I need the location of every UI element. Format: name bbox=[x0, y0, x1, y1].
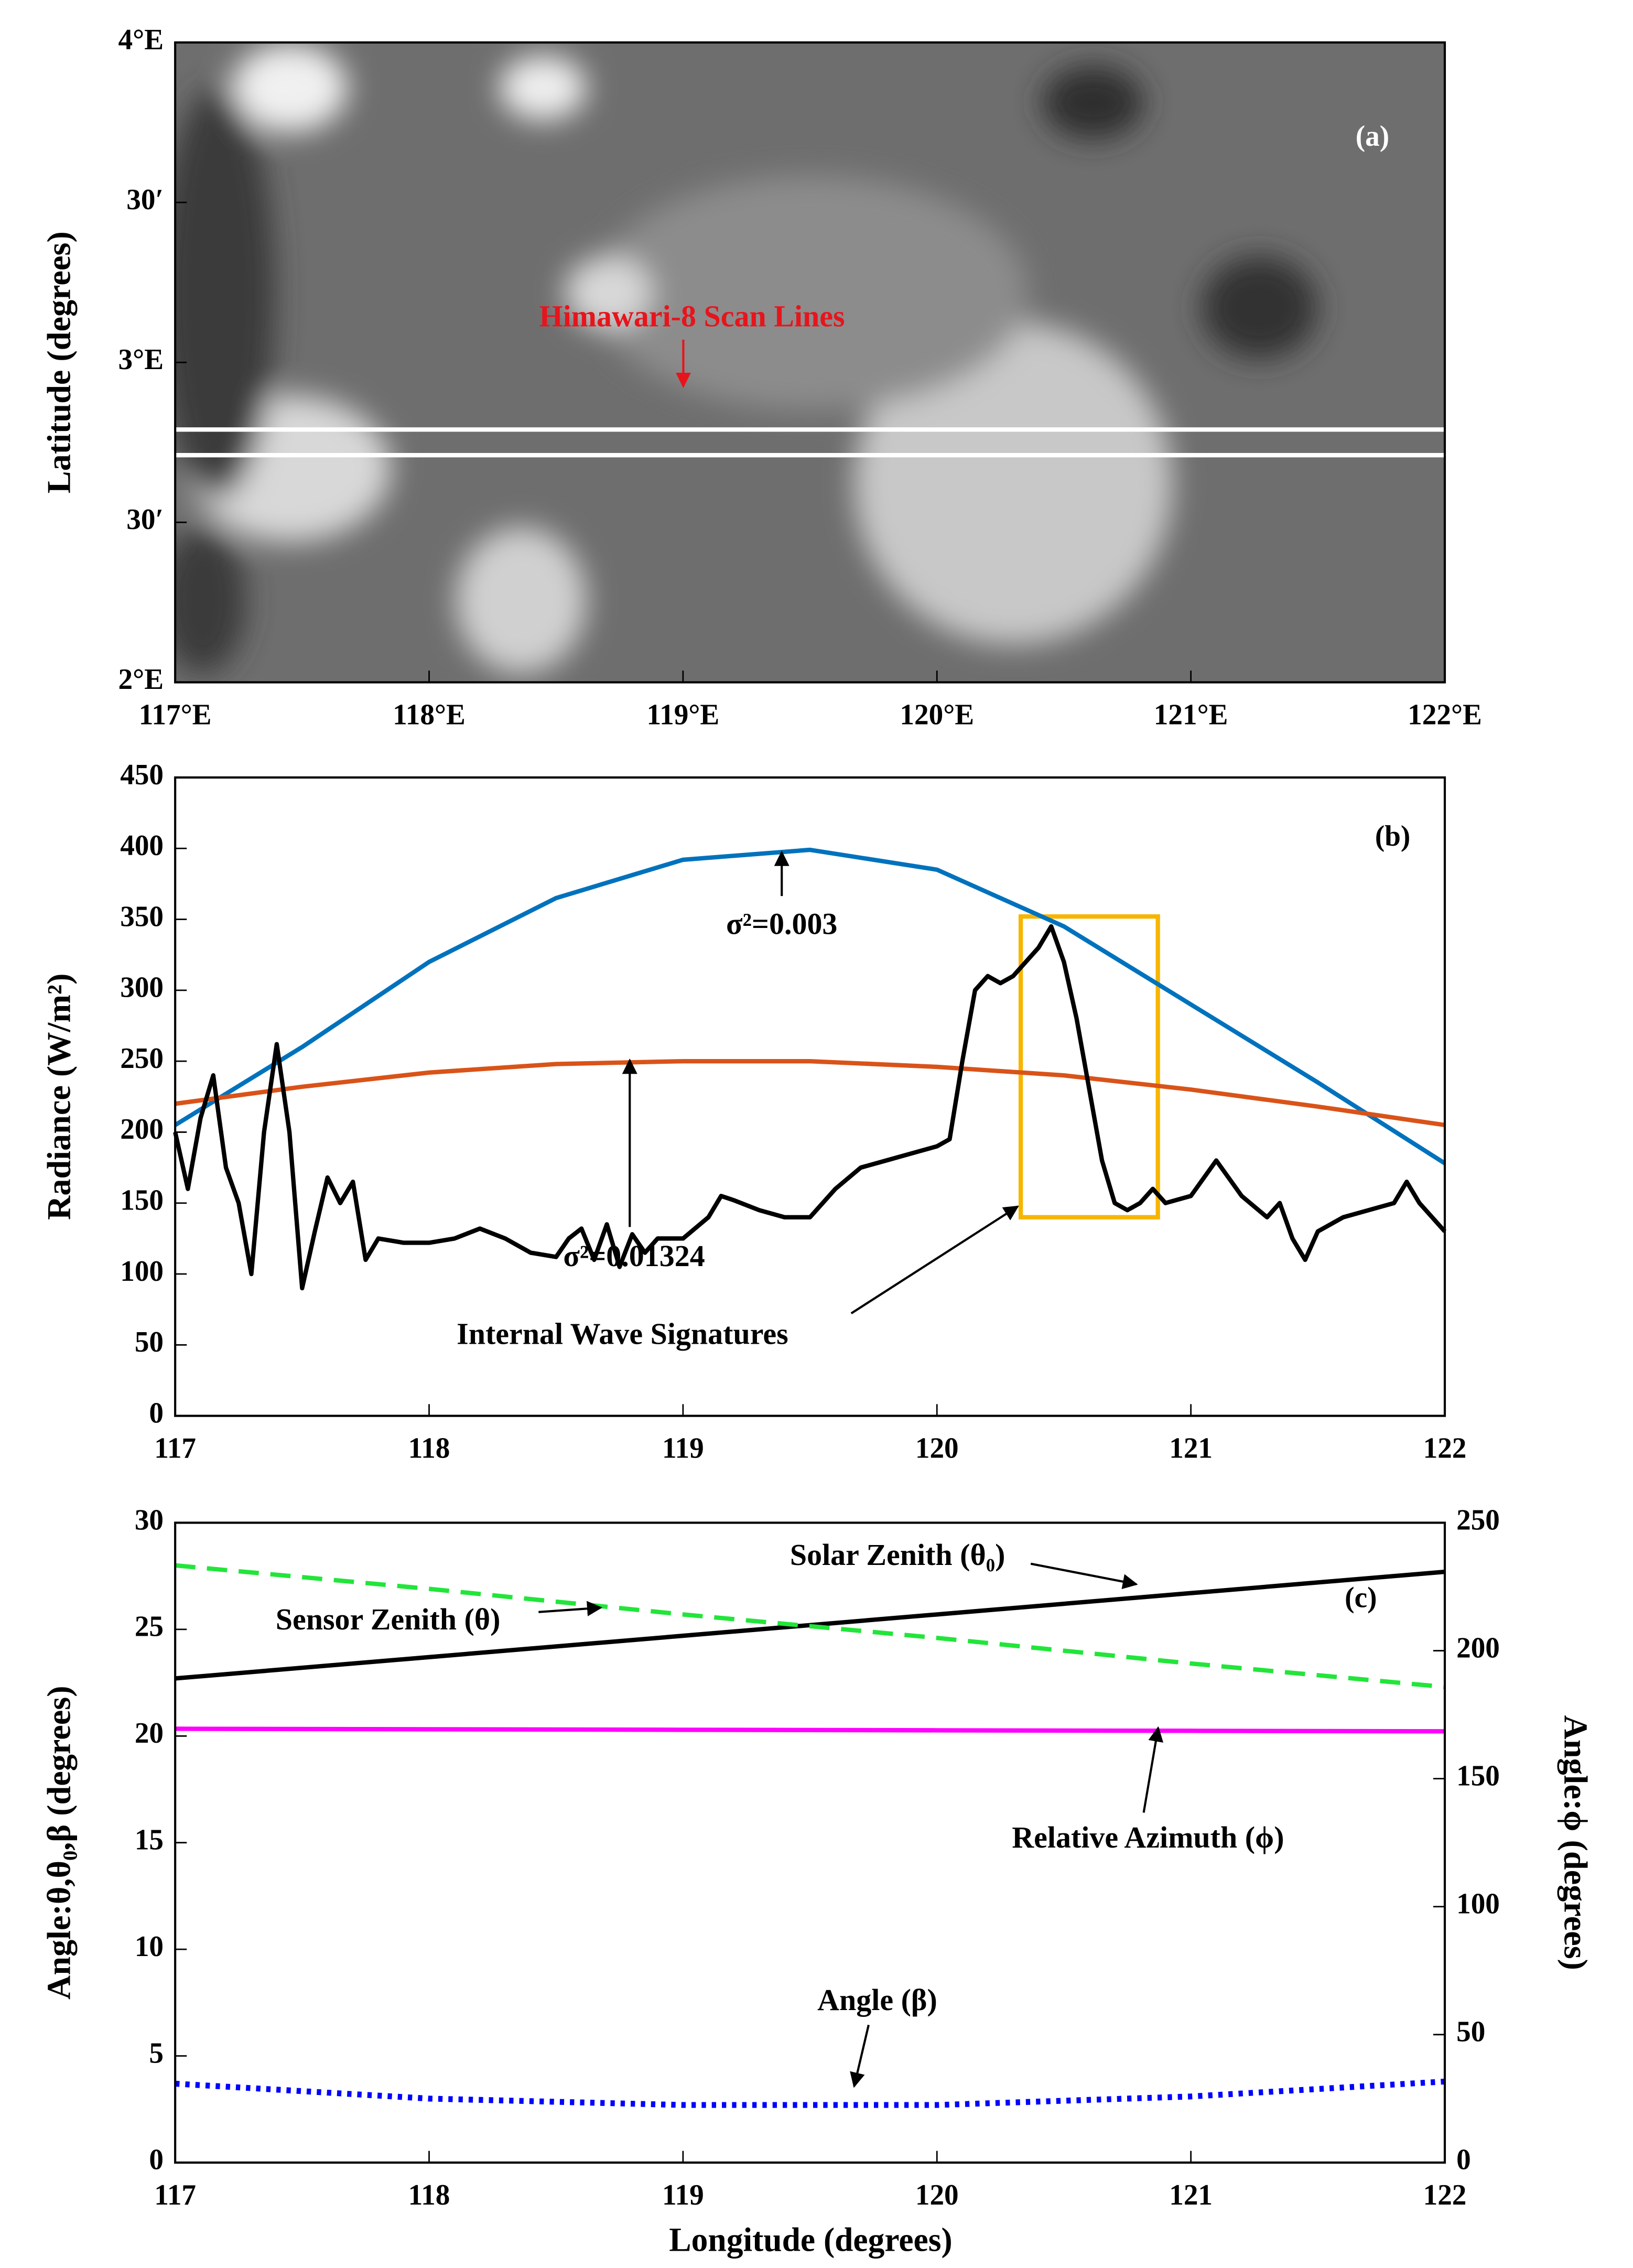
annotation-arrow bbox=[1142, 1726, 1164, 1813]
x-tick-label: 118°E bbox=[393, 699, 466, 731]
x-tick-label: 121 bbox=[1169, 1432, 1213, 1464]
x-tick-label: 122 bbox=[1423, 2179, 1467, 2211]
series-line bbox=[175, 2078, 1445, 2108]
y-tick-label: 350 bbox=[120, 901, 164, 933]
annotation: Himawari-8 Scan Lines bbox=[539, 299, 845, 333]
x-tick-label: 119 bbox=[662, 1432, 704, 1464]
y-tick-label: 0 bbox=[149, 1397, 164, 1429]
y2-tick-label: 250 bbox=[1456, 1504, 1500, 1536]
y-tick-label: 400 bbox=[120, 830, 164, 862]
y-axis-label: Radiance (W/m²) bbox=[40, 974, 78, 1221]
series-line bbox=[173, 924, 1447, 1291]
annotation: σ²=0.01324 bbox=[563, 1239, 705, 1273]
y-tick-label: 250 bbox=[120, 1043, 164, 1075]
x-tick-label: 121°E bbox=[1154, 699, 1228, 731]
y2-tick-label: 200 bbox=[1456, 1632, 1500, 1664]
x-tick-label: 120°E bbox=[900, 699, 974, 731]
series-line bbox=[174, 847, 1446, 1165]
panel-label: (a) bbox=[1356, 121, 1389, 153]
y-tick-label: 15 bbox=[135, 1824, 164, 1856]
annotation: σ²=0.003 bbox=[726, 906, 837, 941]
annotation-arrow bbox=[850, 1205, 1019, 1314]
y2-tick-label: 100 bbox=[1456, 1888, 1500, 1920]
y-axis-label: Angle:θ,θ₀,β (degrees) bbox=[40, 1686, 78, 2000]
y-tick-label: 4°E bbox=[118, 24, 164, 56]
y-axis-label: Latitude (degrees) bbox=[40, 231, 78, 493]
x-tick-label: 118 bbox=[408, 2179, 450, 2211]
y-tick-label: 3°E bbox=[118, 344, 164, 376]
plot-frame bbox=[174, 776, 1446, 1417]
annotation: Internal Wave Signatures bbox=[457, 1316, 788, 1351]
x-tick-label: 119 bbox=[662, 2179, 704, 2211]
x-tick-label: 120 bbox=[915, 2179, 959, 2211]
panel-label: (b) bbox=[1375, 820, 1410, 852]
highlight-box bbox=[1018, 914, 1160, 1219]
y-tick-label: 10 bbox=[135, 1931, 164, 1963]
y2-tick-label: 50 bbox=[1456, 2016, 1485, 2048]
y-tick-label: 0 bbox=[149, 2144, 164, 2176]
annotation: Solar Zenith (θ₀) bbox=[790, 1538, 1005, 1572]
y-tick-label: 5 bbox=[149, 2037, 164, 2069]
x-tick-label: 117 bbox=[154, 2179, 196, 2211]
annotation: Sensor Zenith (θ) bbox=[276, 1602, 501, 1636]
y-tick-label: 150 bbox=[120, 1184, 164, 1216]
y-tick-label: 30′ bbox=[126, 184, 164, 216]
annotation: Relative Azimuth (ϕ) bbox=[1012, 1820, 1284, 1854]
x-tick-label: 122 bbox=[1423, 1432, 1467, 1464]
x-tick-label: 122°E bbox=[1408, 699, 1482, 731]
panel-label: (c) bbox=[1345, 1582, 1377, 1614]
y-tick-label: 300 bbox=[120, 971, 164, 1003]
x-tick-label: 119°E bbox=[647, 699, 720, 731]
x-tick-label: 117°E bbox=[139, 699, 212, 731]
y-tick-label: 25 bbox=[135, 1611, 164, 1643]
annotation-arrow bbox=[850, 2024, 870, 2088]
y2-tick-label: 0 bbox=[1456, 2144, 1471, 2176]
series-line bbox=[175, 1563, 1445, 1689]
x-tick-label: 117 bbox=[154, 1432, 196, 1464]
annotation: Angle (β) bbox=[817, 1983, 937, 2017]
annotation-arrow bbox=[1030, 1562, 1138, 1590]
series-line bbox=[175, 1059, 1445, 1128]
annotation-arrow bbox=[538, 1601, 602, 1616]
x-tick-label: 118 bbox=[408, 1432, 450, 1464]
y-tick-label: 20 bbox=[135, 1718, 164, 1749]
x-tick-label: 121 bbox=[1169, 2179, 1213, 2211]
satellite-image bbox=[175, 42, 1445, 683]
y-tick-label: 30 bbox=[135, 1504, 164, 1536]
y2-axis-label: Angle:ϕ (degrees) bbox=[1558, 1715, 1595, 1970]
y-tick-label: 100 bbox=[120, 1256, 164, 1288]
series-line bbox=[175, 1726, 1445, 1734]
y-tick-label: 200 bbox=[120, 1114, 164, 1146]
x-tick-label: 120 bbox=[915, 1432, 959, 1464]
y2-tick-label: 150 bbox=[1456, 1760, 1500, 1792]
y-tick-label: 30′ bbox=[126, 504, 164, 536]
y-tick-label: 50 bbox=[135, 1326, 164, 1358]
y-tick-label: 450 bbox=[120, 759, 164, 791]
x-axis-label: Longitude (degrees) bbox=[669, 2221, 952, 2258]
y-tick-label: 2°E bbox=[118, 664, 164, 696]
